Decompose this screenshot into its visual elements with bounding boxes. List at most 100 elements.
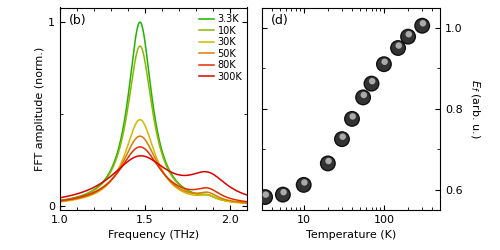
Point	[300, 183, 308, 187]
10K	[137, 44, 143, 48]
10K	[132, 56, 138, 59]
300K	[203, 170, 209, 173]
Point	[380, 62, 388, 66]
Line: 10K: 10K	[60, 46, 247, 203]
10K	[76, 195, 82, 198]
Point	[405, 32, 413, 36]
80K	[186, 188, 192, 191]
30K	[140, 120, 145, 123]
300K	[186, 174, 192, 177]
80K	[206, 187, 212, 190]
Line: 50K: 50K	[60, 136, 247, 203]
10K	[57, 199, 63, 202]
50K	[57, 200, 63, 203]
Legend: 3.3K, 10K, 30K, 50K, 80K, 300K: 3.3K, 10K, 30K, 50K, 80K, 300K	[197, 12, 244, 84]
Point	[418, 24, 426, 28]
50K	[206, 191, 212, 194]
50K	[76, 196, 82, 200]
80K	[140, 146, 145, 149]
Point	[338, 135, 346, 139]
Point	[404, 35, 412, 39]
Point	[380, 62, 388, 66]
300K	[206, 171, 212, 174]
80K	[203, 186, 209, 189]
10K	[203, 193, 209, 196]
Line: 3.3K: 3.3K	[60, 22, 247, 203]
Point	[348, 114, 356, 118]
30K	[244, 202, 250, 205]
Point	[261, 195, 269, 199]
30K	[132, 122, 138, 126]
3.3K	[76, 195, 82, 198]
Point	[300, 180, 308, 184]
Point	[418, 24, 426, 28]
Text: (b): (b)	[70, 14, 87, 26]
50K	[186, 191, 192, 194]
80K	[137, 146, 143, 148]
3.3K	[57, 199, 63, 202]
50K	[140, 136, 145, 138]
50K	[244, 201, 250, 204]
Point	[324, 162, 332, 166]
3.3K	[140, 27, 145, 30]
80K	[76, 196, 82, 199]
Point	[359, 96, 367, 100]
Point	[394, 44, 402, 48]
Point	[380, 60, 388, 64]
Line: 300K: 300K	[60, 156, 247, 198]
Point	[360, 93, 368, 97]
Point	[348, 117, 356, 121]
80K	[244, 200, 250, 203]
Point	[280, 190, 287, 194]
Text: (d): (d)	[270, 14, 288, 26]
300K	[132, 155, 138, 158]
Point	[338, 137, 346, 141]
3.3K	[244, 201, 250, 204]
300K	[138, 154, 144, 157]
Point	[262, 192, 270, 196]
Point	[404, 35, 412, 39]
50K	[137, 135, 143, 138]
300K	[244, 194, 250, 196]
80K	[57, 199, 63, 202]
30K	[57, 200, 63, 203]
X-axis label: Temperature (K): Temperature (K)	[306, 230, 396, 240]
Point	[394, 46, 402, 50]
Point	[324, 159, 332, 163]
30K	[76, 197, 82, 200]
Point	[338, 137, 346, 141]
30K	[203, 193, 209, 196]
300K	[76, 192, 82, 195]
Point	[419, 21, 427, 25]
300K	[140, 154, 145, 158]
Y-axis label: FFT amplitude (norm.): FFT amplitude (norm.)	[36, 46, 46, 171]
Line: 30K: 30K	[60, 120, 247, 204]
50K	[132, 137, 138, 140]
300K	[57, 196, 63, 199]
10K	[140, 49, 145, 52]
30K	[137, 118, 143, 121]
80K	[132, 147, 138, 150]
3.3K	[137, 21, 143, 24]
Point	[279, 192, 287, 196]
X-axis label: Frequency (THz): Frequency (THz)	[108, 230, 199, 240]
50K	[203, 190, 209, 194]
10K	[244, 202, 250, 204]
3.3K	[206, 194, 212, 196]
Point	[368, 82, 376, 86]
Point	[368, 79, 376, 83]
10K	[206, 194, 212, 197]
10K	[186, 190, 192, 193]
Y-axis label: $E_f$ (arb. u.): $E_f$ (arb. u.)	[468, 79, 482, 138]
3.3K	[186, 189, 192, 192]
Point	[368, 82, 376, 86]
Point	[348, 117, 356, 121]
Point	[359, 96, 367, 100]
3.3K	[203, 193, 209, 196]
Point	[394, 46, 402, 50]
30K	[206, 194, 212, 196]
Point	[261, 195, 269, 199]
3.3K	[132, 36, 138, 38]
Line: 80K: 80K	[60, 147, 247, 202]
30K	[186, 192, 192, 196]
